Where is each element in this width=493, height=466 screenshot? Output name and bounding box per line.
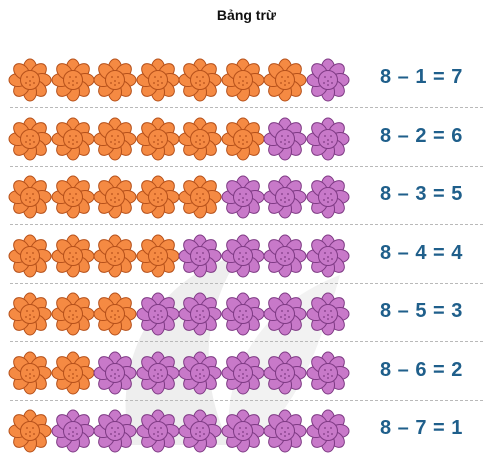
purple-flower-icon (263, 175, 307, 219)
orange-flower-icon (8, 58, 52, 102)
equation-text: 8 – 1 = 7 (380, 66, 463, 88)
purple-flower-icon (306, 409, 350, 453)
equation-text: 8 – 5 = 3 (380, 300, 463, 322)
purple-flower-icon (178, 234, 222, 278)
orange-flower-icon (263, 58, 307, 102)
purple-flower-icon (136, 292, 180, 336)
purple-flower-icon (263, 351, 307, 395)
equation-text: 8 – 4 = 4 (380, 241, 463, 264)
purple-flower-icon (136, 351, 180, 395)
purple-flower-icon (51, 409, 95, 453)
row-divider (10, 165, 483, 167)
row-divider (10, 107, 483, 108)
orange-flower-icon (51, 292, 95, 336)
orange-flower-icon (178, 58, 222, 102)
purple-flower-icon (221, 234, 265, 278)
equation-text: 8 – 3 = 5 (380, 183, 463, 205)
purple-flower-icon (221, 409, 265, 453)
orange-flower-icon (136, 117, 180, 161)
orange-flower-icon (136, 234, 180, 278)
row-divider (10, 282, 483, 284)
orange-flower-icon (93, 58, 137, 102)
purple-flower-icon (136, 409, 180, 453)
subtraction-row: 8 – 5 = 3 (0, 286, 493, 344)
purple-flower-icon (306, 351, 350, 395)
orange-flower-icon (221, 117, 265, 161)
purple-flower-icon (306, 292, 350, 336)
orange-flower-icon (8, 234, 52, 278)
equation-text: 8 – 2 = 6 (380, 124, 463, 147)
equation-text: 8 – 6 = 2 (380, 358, 463, 381)
subtraction-row: 8 – 7 = 1 (0, 403, 493, 461)
orange-flower-icon (178, 117, 222, 161)
subtraction-row: 8 – 3 = 5 (0, 169, 493, 227)
orange-flower-icon (136, 58, 180, 102)
purple-flower-icon (306, 117, 350, 161)
purple-flower-icon (263, 234, 307, 278)
row-divider (10, 341, 483, 342)
purple-flower-icon (93, 409, 137, 453)
page-title: Bảng trừ (216, 7, 277, 23)
purple-flower-icon (263, 292, 307, 336)
purple-flower-icon (93, 351, 137, 395)
orange-flower-icon (8, 117, 52, 161)
subtraction-row: 8 – 4 = 4 (0, 228, 493, 286)
orange-flower-icon (93, 117, 137, 161)
orange-flower-icon (93, 234, 137, 278)
equation-text: 8 – 7 = 1 (380, 417, 463, 439)
purple-flower-icon (263, 117, 307, 161)
orange-flower-icon (221, 58, 265, 102)
orange-flower-icon (51, 58, 95, 102)
purple-flower-icon (263, 409, 307, 453)
orange-flower-icon (8, 292, 52, 336)
orange-flower-icon (93, 292, 137, 336)
orange-flower-icon (8, 409, 52, 453)
subtraction-row: 8 – 2 = 6 (0, 111, 493, 169)
orange-flower-icon (51, 351, 95, 395)
subtraction-row: 8 – 1 = 7 (0, 52, 493, 110)
purple-flower-icon (221, 292, 265, 336)
purple-flower-icon (221, 175, 265, 219)
orange-flower-icon (178, 175, 222, 219)
purple-flower-icon (306, 58, 350, 102)
orange-flower-icon (51, 175, 95, 219)
orange-flower-icon (8, 351, 52, 395)
row-divider (10, 224, 483, 225)
purple-flower-icon (221, 351, 265, 395)
purple-flower-icon (178, 351, 222, 395)
orange-flower-icon (51, 234, 95, 278)
purple-flower-icon (306, 234, 350, 278)
orange-flower-icon (93, 175, 137, 219)
orange-flower-icon (136, 175, 180, 219)
orange-flower-icon (51, 117, 95, 161)
purple-flower-icon (178, 292, 222, 336)
purple-flower-icon (178, 409, 222, 453)
row-divider (10, 399, 483, 401)
purple-flower-icon (306, 175, 350, 219)
subtraction-row: 8 – 6 = 2 (0, 345, 493, 403)
orange-flower-icon (8, 175, 52, 219)
